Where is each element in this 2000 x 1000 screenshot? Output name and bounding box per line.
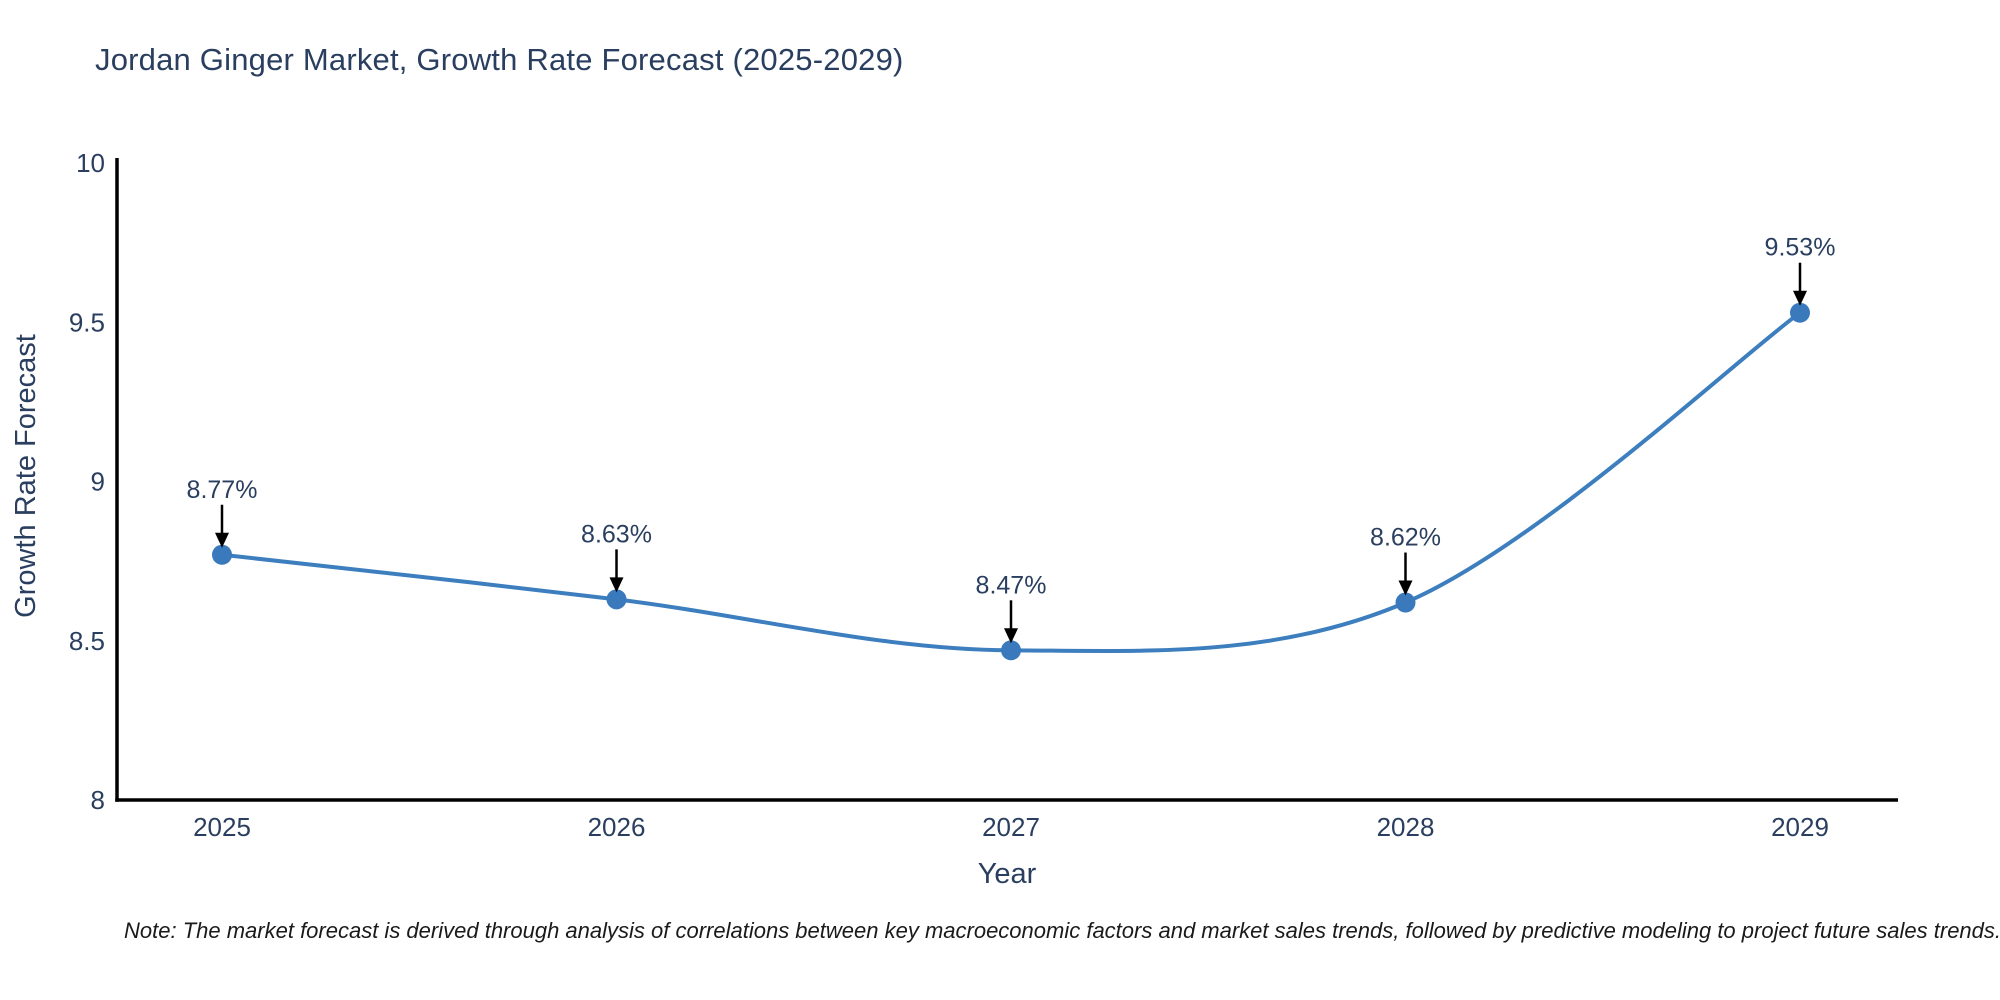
data-point-marker xyxy=(1001,640,1021,661)
annotation-arrow-head xyxy=(1398,580,1413,596)
data-point-marker xyxy=(212,544,232,565)
annotation-arrow-head xyxy=(1793,290,1807,306)
x-tick-label: 2025 xyxy=(193,812,251,842)
y-tick-label: 10 xyxy=(76,148,105,178)
point-value-label: 8.47% xyxy=(976,571,1047,599)
chart-title: Jordan Ginger Market, Growth Rate Foreca… xyxy=(95,42,904,77)
x-tick-label: 2026 xyxy=(588,812,646,842)
data-point-marker xyxy=(606,589,627,610)
x-tick-label: 2028 xyxy=(1377,812,1435,842)
annotation-arrow-head xyxy=(215,532,229,548)
point-value-label: 8.62% xyxy=(1370,524,1441,552)
footnote: Note: The market forecast is derived thr… xyxy=(124,918,2000,943)
data-point-marker xyxy=(1790,302,1810,323)
x-axis-title: Year xyxy=(977,858,1037,890)
data-point-marker xyxy=(1395,592,1416,613)
y-axis-title: Growth Rate Forecast xyxy=(10,334,42,618)
x-tick-label: 2027 xyxy=(982,812,1040,842)
y-tick-label: 9.5 xyxy=(69,307,105,337)
point-value-label: 8.63% xyxy=(581,520,652,548)
point-value-label: 8.77% xyxy=(187,476,258,504)
x-tick-label: 2029 xyxy=(1771,812,1829,842)
y-tick-label: 8.5 xyxy=(69,626,105,656)
annotation-arrow-head xyxy=(609,577,624,593)
y-tick-label: 9 xyxy=(91,467,105,497)
series-line xyxy=(221,311,1802,653)
y-tick-label: 8 xyxy=(91,785,105,815)
point-value-label: 9.53% xyxy=(1765,234,1836,262)
annotation-arrow-head xyxy=(1004,628,1018,644)
